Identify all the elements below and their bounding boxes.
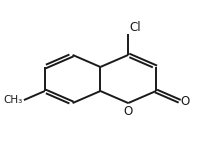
Text: O: O [124,105,133,118]
Text: Cl: Cl [129,21,141,34]
Text: CH₃: CH₃ [4,95,23,105]
Text: O: O [181,95,190,108]
